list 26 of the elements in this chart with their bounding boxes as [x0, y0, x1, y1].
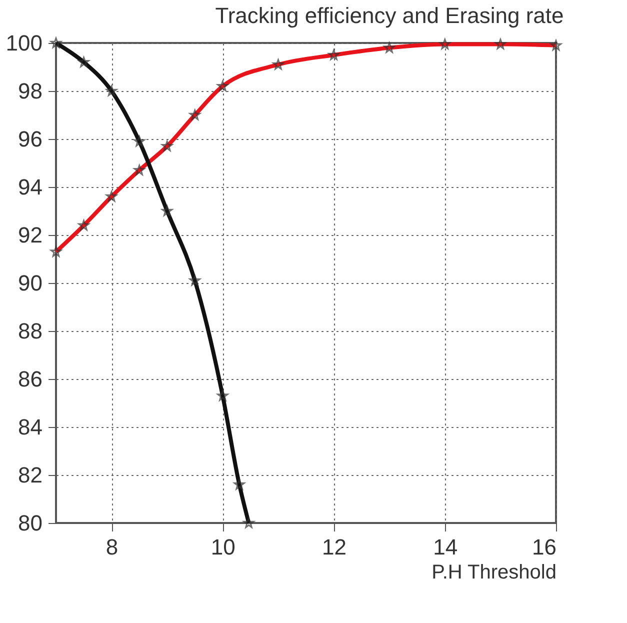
x-tick-label: 10 — [210, 534, 236, 560]
point — [234, 479, 245, 490]
y-tick-label: 94 — [18, 174, 42, 200]
point — [189, 275, 200, 286]
y-tick-label: 90 — [18, 270, 42, 296]
point — [134, 136, 145, 146]
y-tick-label: 80 — [18, 510, 42, 536]
y-tick-label: 100 — [6, 30, 42, 56]
y-tick-label: 82 — [18, 462, 42, 488]
y-tick-label: 88 — [18, 318, 42, 344]
chart-title: Tracking efficiency and Erasing rate — [215, 3, 564, 28]
point — [78, 56, 90, 68]
x-tick-label: 14 — [433, 534, 458, 560]
x-tick-label: 16 — [532, 534, 556, 560]
point — [106, 86, 118, 96]
y-tick-label: 86 — [18, 366, 42, 392]
x-tick-label: 8 — [106, 534, 118, 560]
y-tick-label: 84 — [18, 414, 42, 440]
x-tick-label: 12 — [322, 534, 347, 560]
y-tick-label: 98 — [18, 78, 42, 104]
point — [162, 206, 173, 216]
point — [217, 390, 228, 401]
y-tick-label: 92 — [18, 222, 42, 248]
x-axis-title: P.H Threshold — [432, 562, 556, 584]
point — [243, 518, 254, 528]
y-tick-label: 96 — [18, 126, 42, 152]
